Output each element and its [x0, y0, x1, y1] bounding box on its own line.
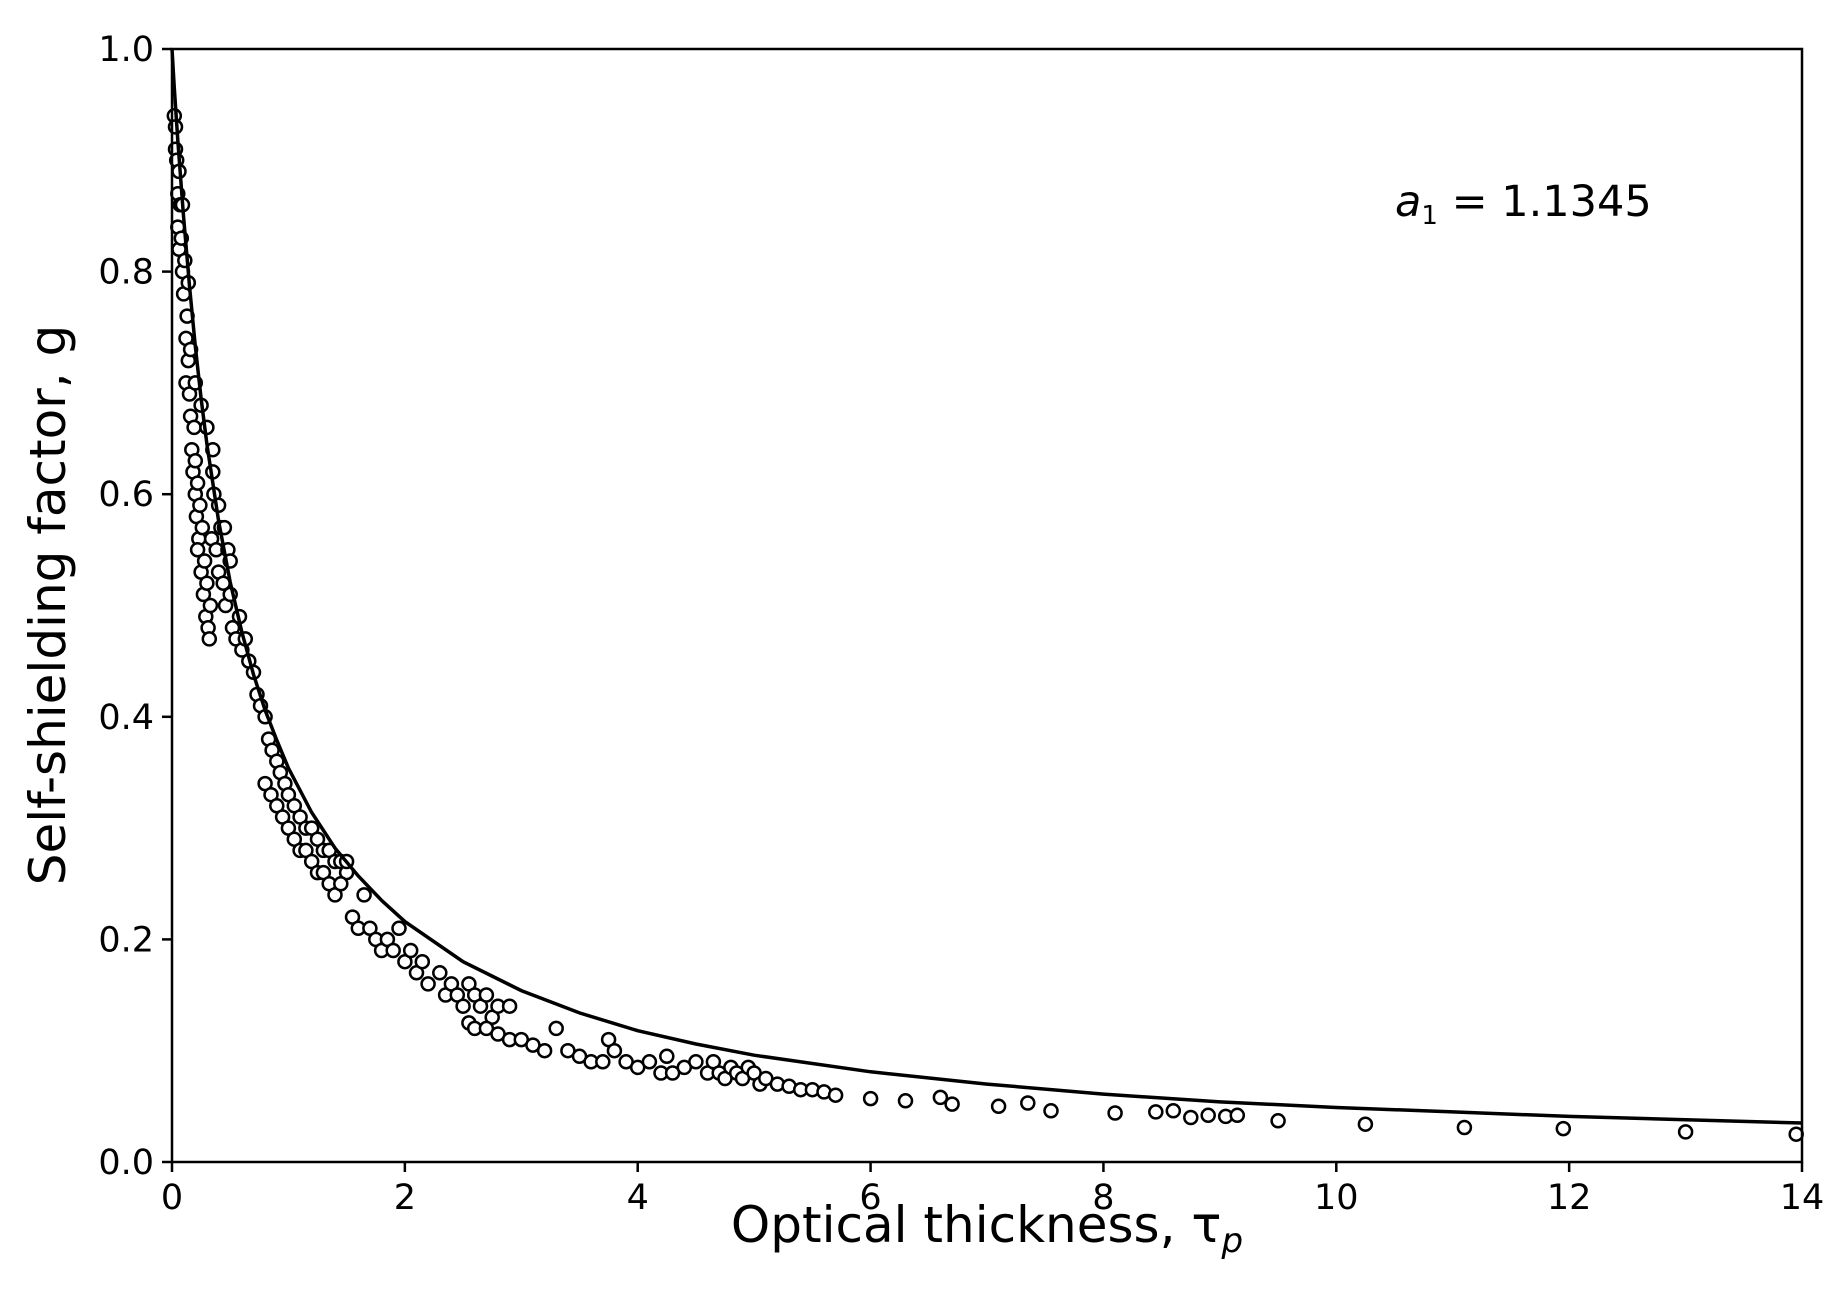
data-point [189, 542, 206, 558]
y-tick-label: 0.4 [98, 698, 154, 738]
data-point [420, 976, 436, 992]
data-point [1020, 1095, 1036, 1111]
data-point [192, 497, 208, 514]
x-tick-label: 2 [394, 1178, 416, 1218]
data-point [827, 1087, 844, 1103]
data-point [1555, 1120, 1572, 1137]
data-point [194, 519, 211, 536]
x-axis-title: Optical thickness, τp [731, 1196, 1243, 1261]
y-axis-title: Self-shielding factor, g [19, 325, 77, 886]
x-tick-label: 4 [627, 1178, 649, 1218]
data-point [944, 1096, 960, 1112]
data-point [201, 631, 218, 647]
data-point [1357, 1116, 1374, 1132]
data-point [1200, 1107, 1216, 1124]
data-point [356, 887, 372, 903]
data-point [187, 453, 204, 469]
data-point [641, 1054, 658, 1070]
y-tick-label: 0.8 [98, 253, 154, 293]
data-point [897, 1093, 914, 1109]
data-point [501, 998, 518, 1014]
data-point [199, 575, 215, 591]
data-point [1270, 1113, 1286, 1129]
data-point [402, 942, 419, 959]
data-point [189, 475, 206, 491]
data-point [595, 1054, 611, 1070]
data-point [548, 1020, 564, 1037]
data-point [1229, 1107, 1246, 1124]
data-point [862, 1090, 879, 1107]
data-point [455, 998, 471, 1014]
data-point [385, 942, 401, 959]
x-tick-label: 0 [161, 1178, 183, 1218]
data-point [333, 876, 349, 892]
data-point [1148, 1104, 1164, 1120]
x-tick-label: 14 [1780, 1178, 1825, 1218]
y-tick-label: 0.2 [98, 920, 154, 960]
plot-frame [170, 47, 1804, 1164]
data-point [196, 553, 213, 569]
y-tick-label: 0.6 [98, 475, 154, 515]
data-point [932, 1089, 949, 1106]
data-point [1043, 1103, 1059, 1119]
data-point [536, 1042, 553, 1059]
fit-parameter-annotation: a1 = 1.1345 [1395, 177, 1652, 231]
y-axis-ticks: 0.0 0.2 0.4 0.6 0.8 1.0 [98, 30, 172, 1183]
data-point [414, 953, 431, 970]
data-point [478, 987, 495, 1003]
x-tick-label: 12 [1547, 1178, 1592, 1218]
y-tick-label: 0.0 [98, 1143, 154, 1183]
data-point [606, 1042, 623, 1059]
data-point [432, 965, 448, 981]
data-point [1456, 1119, 1473, 1136]
data-point [1183, 1109, 1199, 1126]
data-point [990, 1098, 1007, 1115]
data-point [659, 1048, 675, 1065]
x-axis-ticks: 0 2 4 6 8 10 12 14 [161, 1162, 1824, 1218]
x-tick-label: 10 [1314, 1178, 1359, 1218]
x-tick-label: 6 [859, 1178, 881, 1218]
data-point [186, 419, 202, 436]
data-point [391, 920, 407, 937]
data-point [1677, 1124, 1694, 1140]
data-point [688, 1054, 704, 1070]
data-point [202, 597, 219, 614]
x-tick-label: 8 [1092, 1178, 1114, 1218]
fit-curve [170, 48, 1803, 1125]
data-point [1165, 1103, 1182, 1119]
y-tick-label: 1.0 [98, 30, 154, 70]
data-markers [166, 108, 1804, 1142]
data-point [1107, 1105, 1123, 1121]
